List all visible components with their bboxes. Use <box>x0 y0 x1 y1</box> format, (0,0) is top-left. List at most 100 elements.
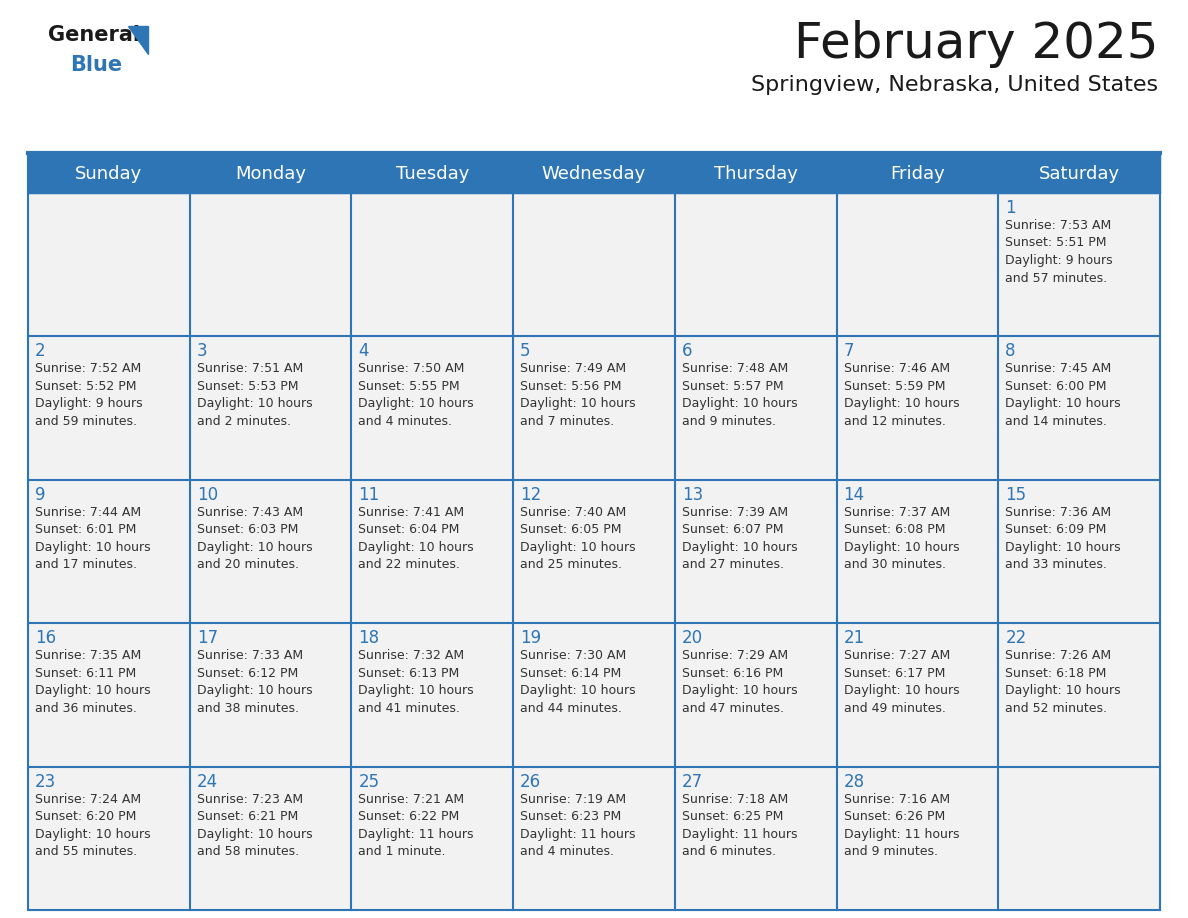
Text: 21: 21 <box>843 629 865 647</box>
Text: Sunrise: 7:16 AM
Sunset: 6:26 PM
Daylight: 11 hours
and 9 minutes.: Sunrise: 7:16 AM Sunset: 6:26 PM Dayligh… <box>843 792 959 858</box>
Bar <box>29 480 190 623</box>
Bar <box>675 767 836 910</box>
Text: Sunrise: 7:49 AM
Sunset: 5:56 PM
Daylight: 10 hours
and 7 minutes.: Sunrise: 7:49 AM Sunset: 5:56 PM Dayligh… <box>520 363 636 428</box>
Bar <box>836 193 998 336</box>
Text: February 2025: February 2025 <box>794 20 1158 68</box>
Bar <box>836 623 998 767</box>
Text: Sunrise: 7:46 AM
Sunset: 5:59 PM
Daylight: 10 hours
and 12 minutes.: Sunrise: 7:46 AM Sunset: 5:59 PM Dayligh… <box>843 363 959 428</box>
Text: Sunrise: 7:30 AM
Sunset: 6:14 PM
Daylight: 10 hours
and 44 minutes.: Sunrise: 7:30 AM Sunset: 6:14 PM Dayligh… <box>520 649 636 715</box>
Text: 27: 27 <box>682 773 703 790</box>
Bar <box>675 480 836 623</box>
Text: 18: 18 <box>359 629 379 647</box>
Text: 22: 22 <box>1005 629 1026 647</box>
Bar <box>675 336 836 480</box>
Bar <box>190 193 352 336</box>
Bar <box>352 623 513 767</box>
Bar <box>29 767 190 910</box>
Bar <box>190 336 352 480</box>
Text: 7: 7 <box>843 342 854 361</box>
Bar <box>29 623 190 767</box>
Text: Saturday: Saturday <box>1038 165 1120 183</box>
Text: Monday: Monday <box>235 165 307 183</box>
Text: 3: 3 <box>197 342 208 361</box>
Text: 19: 19 <box>520 629 542 647</box>
Text: Sunrise: 7:29 AM
Sunset: 6:16 PM
Daylight: 10 hours
and 47 minutes.: Sunrise: 7:29 AM Sunset: 6:16 PM Dayligh… <box>682 649 797 715</box>
Bar <box>675 623 836 767</box>
Bar <box>190 480 352 623</box>
Bar <box>29 336 190 480</box>
Text: 26: 26 <box>520 773 542 790</box>
Text: Sunrise: 7:32 AM
Sunset: 6:13 PM
Daylight: 10 hours
and 41 minutes.: Sunrise: 7:32 AM Sunset: 6:13 PM Dayligh… <box>359 649 474 715</box>
Text: Sunrise: 7:37 AM
Sunset: 6:08 PM
Daylight: 10 hours
and 30 minutes.: Sunrise: 7:37 AM Sunset: 6:08 PM Dayligh… <box>843 506 959 571</box>
Text: 25: 25 <box>359 773 379 790</box>
Text: Blue: Blue <box>70 55 122 75</box>
Text: 9: 9 <box>34 486 45 504</box>
Text: 4: 4 <box>359 342 369 361</box>
Bar <box>836 767 998 910</box>
Bar <box>998 336 1159 480</box>
Text: Sunrise: 7:36 AM
Sunset: 6:09 PM
Daylight: 10 hours
and 33 minutes.: Sunrise: 7:36 AM Sunset: 6:09 PM Dayligh… <box>1005 506 1121 571</box>
Bar <box>513 623 675 767</box>
Bar <box>998 193 1159 336</box>
Bar <box>513 193 675 336</box>
Bar <box>352 193 513 336</box>
Text: Sunrise: 7:33 AM
Sunset: 6:12 PM
Daylight: 10 hours
and 38 minutes.: Sunrise: 7:33 AM Sunset: 6:12 PM Dayligh… <box>197 649 312 715</box>
Text: 13: 13 <box>682 486 703 504</box>
Text: Sunrise: 7:27 AM
Sunset: 6:17 PM
Daylight: 10 hours
and 49 minutes.: Sunrise: 7:27 AM Sunset: 6:17 PM Dayligh… <box>843 649 959 715</box>
Bar <box>513 480 675 623</box>
Text: 17: 17 <box>197 629 217 647</box>
Bar <box>513 767 675 910</box>
Text: Sunrise: 7:19 AM
Sunset: 6:23 PM
Daylight: 11 hours
and 4 minutes.: Sunrise: 7:19 AM Sunset: 6:23 PM Dayligh… <box>520 792 636 858</box>
Text: 8: 8 <box>1005 342 1016 361</box>
Bar <box>998 623 1159 767</box>
Text: 23: 23 <box>34 773 56 790</box>
Bar <box>998 767 1159 910</box>
Text: 20: 20 <box>682 629 703 647</box>
Bar <box>352 767 513 910</box>
Text: Sunrise: 7:53 AM
Sunset: 5:51 PM
Daylight: 9 hours
and 57 minutes.: Sunrise: 7:53 AM Sunset: 5:51 PM Dayligh… <box>1005 219 1113 285</box>
Text: Sunrise: 7:23 AM
Sunset: 6:21 PM
Daylight: 10 hours
and 58 minutes.: Sunrise: 7:23 AM Sunset: 6:21 PM Dayligh… <box>197 792 312 858</box>
Text: 16: 16 <box>34 629 56 647</box>
Text: 1: 1 <box>1005 199 1016 217</box>
Bar <box>998 480 1159 623</box>
Text: Wednesday: Wednesday <box>542 165 646 183</box>
Text: Sunrise: 7:43 AM
Sunset: 6:03 PM
Daylight: 10 hours
and 20 minutes.: Sunrise: 7:43 AM Sunset: 6:03 PM Dayligh… <box>197 506 312 571</box>
Polygon shape <box>128 26 148 54</box>
Text: Thursday: Thursday <box>714 165 797 183</box>
Text: 11: 11 <box>359 486 380 504</box>
Bar <box>29 155 1159 193</box>
Text: Friday: Friday <box>890 165 944 183</box>
Text: Sunrise: 7:41 AM
Sunset: 6:04 PM
Daylight: 10 hours
and 22 minutes.: Sunrise: 7:41 AM Sunset: 6:04 PM Dayligh… <box>359 506 474 571</box>
Bar <box>190 767 352 910</box>
Bar <box>352 336 513 480</box>
Text: 5: 5 <box>520 342 531 361</box>
Text: Springview, Nebraska, United States: Springview, Nebraska, United States <box>751 75 1158 95</box>
Text: Tuesday: Tuesday <box>396 165 469 183</box>
Text: Sunrise: 7:35 AM
Sunset: 6:11 PM
Daylight: 10 hours
and 36 minutes.: Sunrise: 7:35 AM Sunset: 6:11 PM Dayligh… <box>34 649 151 715</box>
Text: Sunrise: 7:26 AM
Sunset: 6:18 PM
Daylight: 10 hours
and 52 minutes.: Sunrise: 7:26 AM Sunset: 6:18 PM Dayligh… <box>1005 649 1121 715</box>
Text: Sunrise: 7:51 AM
Sunset: 5:53 PM
Daylight: 10 hours
and 2 minutes.: Sunrise: 7:51 AM Sunset: 5:53 PM Dayligh… <box>197 363 312 428</box>
Text: 12: 12 <box>520 486 542 504</box>
Text: Sunrise: 7:24 AM
Sunset: 6:20 PM
Daylight: 10 hours
and 55 minutes.: Sunrise: 7:24 AM Sunset: 6:20 PM Dayligh… <box>34 792 151 858</box>
Text: 28: 28 <box>843 773 865 790</box>
Text: Sunrise: 7:52 AM
Sunset: 5:52 PM
Daylight: 9 hours
and 59 minutes.: Sunrise: 7:52 AM Sunset: 5:52 PM Dayligh… <box>34 363 143 428</box>
Text: Sunrise: 7:18 AM
Sunset: 6:25 PM
Daylight: 11 hours
and 6 minutes.: Sunrise: 7:18 AM Sunset: 6:25 PM Dayligh… <box>682 792 797 858</box>
Text: Sunrise: 7:21 AM
Sunset: 6:22 PM
Daylight: 11 hours
and 1 minute.: Sunrise: 7:21 AM Sunset: 6:22 PM Dayligh… <box>359 792 474 858</box>
Bar <box>836 480 998 623</box>
Bar <box>352 480 513 623</box>
Text: Sunrise: 7:39 AM
Sunset: 6:07 PM
Daylight: 10 hours
and 27 minutes.: Sunrise: 7:39 AM Sunset: 6:07 PM Dayligh… <box>682 506 797 571</box>
Text: 2: 2 <box>34 342 45 361</box>
Text: 15: 15 <box>1005 486 1026 504</box>
Bar <box>675 193 836 336</box>
Text: Sunrise: 7:45 AM
Sunset: 6:00 PM
Daylight: 10 hours
and 14 minutes.: Sunrise: 7:45 AM Sunset: 6:00 PM Dayligh… <box>1005 363 1121 428</box>
Bar <box>190 623 352 767</box>
Bar <box>29 193 190 336</box>
Text: Sunday: Sunday <box>75 165 143 183</box>
Text: Sunrise: 7:40 AM
Sunset: 6:05 PM
Daylight: 10 hours
and 25 minutes.: Sunrise: 7:40 AM Sunset: 6:05 PM Dayligh… <box>520 506 636 571</box>
Text: 14: 14 <box>843 486 865 504</box>
Text: 6: 6 <box>682 342 693 361</box>
Text: 24: 24 <box>197 773 217 790</box>
Text: 10: 10 <box>197 486 217 504</box>
Text: Sunrise: 7:50 AM
Sunset: 5:55 PM
Daylight: 10 hours
and 4 minutes.: Sunrise: 7:50 AM Sunset: 5:55 PM Dayligh… <box>359 363 474 428</box>
Bar <box>836 336 998 480</box>
